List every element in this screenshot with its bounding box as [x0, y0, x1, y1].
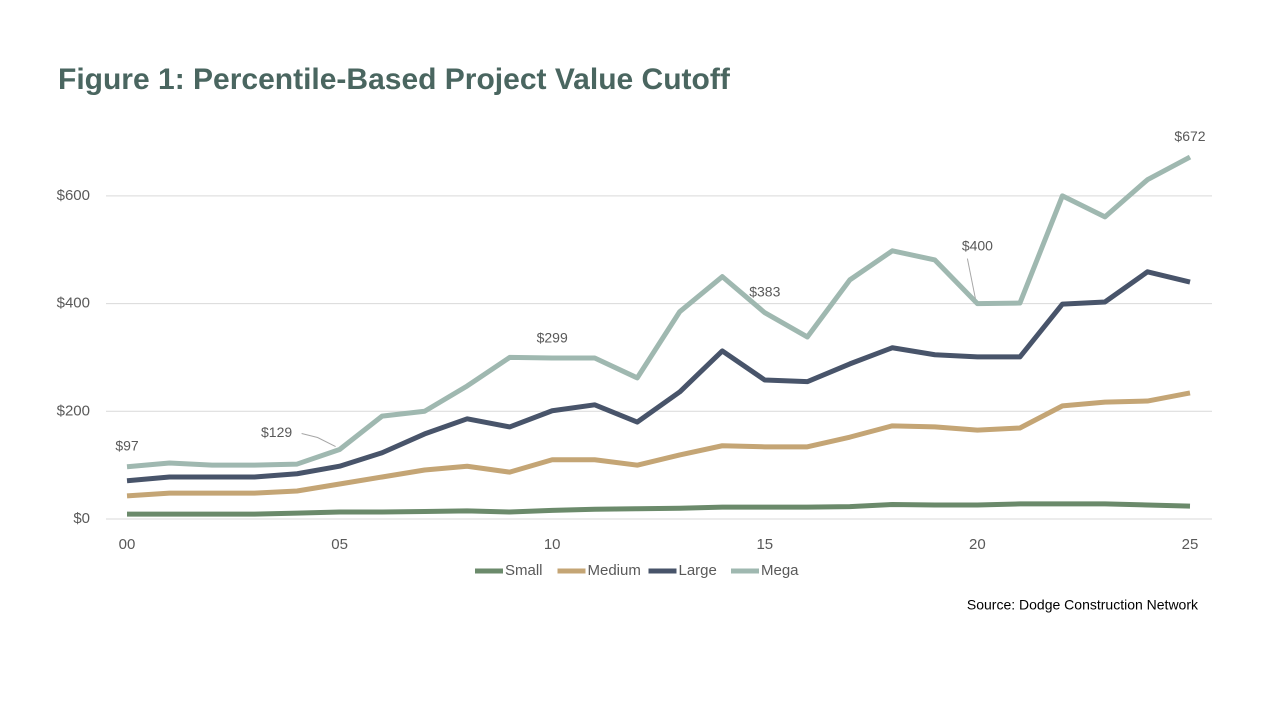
series-line	[126, 269, 1191, 484]
data-label: $400	[962, 237, 993, 253]
source-note: Source: Dodge Construction Network	[967, 597, 1199, 613]
x-tick-label: 10	[544, 536, 561, 553]
data-label: $383	[749, 283, 780, 299]
series-line	[127, 501, 1191, 517]
series-line	[126, 390, 1191, 499]
y-tick-label: $600	[57, 187, 90, 204]
legend-label: Large	[679, 562, 717, 579]
legend-label: Medium	[588, 562, 641, 579]
series-line	[126, 154, 1192, 470]
data-label: $129	[261, 424, 292, 440]
x-tick-label: 00	[119, 536, 136, 553]
chart-title: Figure 1: Percentile-Based Project Value…	[58, 63, 731, 96]
y-tick-label: $200	[57, 402, 90, 419]
legend-label: Mega	[761, 562, 799, 579]
x-tick-label: 15	[756, 536, 773, 553]
data-label: $97	[115, 437, 139, 453]
x-tick-label: 25	[1182, 536, 1199, 553]
x-tick-label: 05	[331, 536, 348, 553]
leader-line	[301, 433, 336, 447]
data-label: $672	[1174, 128, 1205, 144]
legend-label: Small	[505, 562, 543, 579]
y-tick-label: $400	[57, 295, 90, 312]
data-label: $299	[537, 330, 568, 346]
x-tick-label: 20	[969, 536, 986, 553]
y-tick-label: $0	[73, 510, 90, 527]
leader-line	[966, 258, 976, 299]
